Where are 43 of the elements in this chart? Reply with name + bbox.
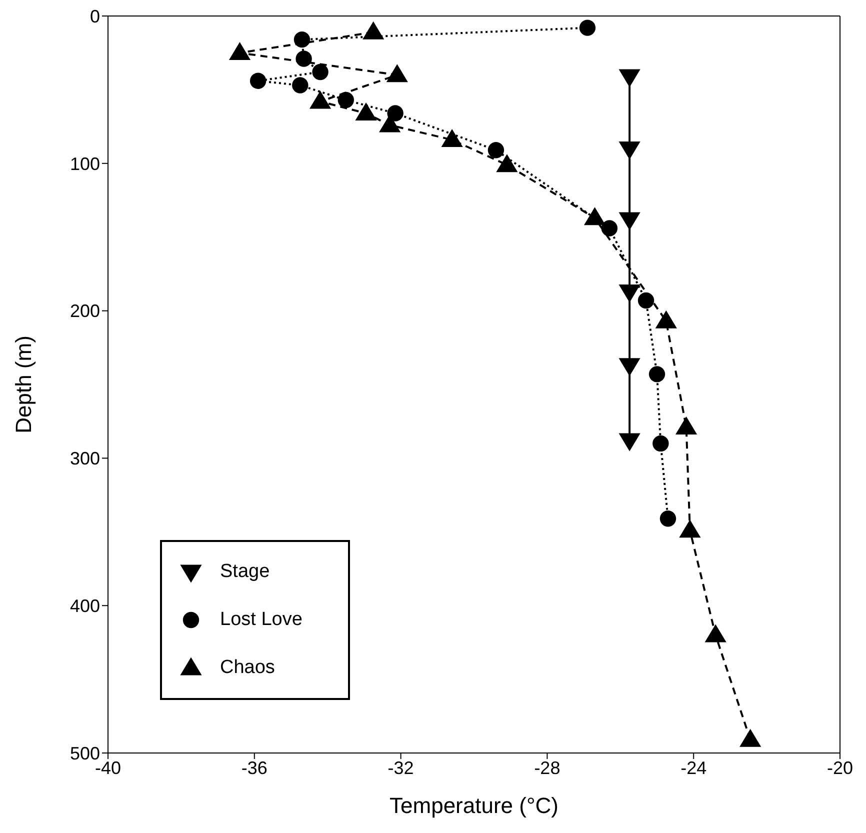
point [655, 310, 677, 328]
point [704, 624, 726, 642]
x-tick-label: -32 [388, 758, 414, 778]
y-axis-title: Depth (m) [10, 336, 36, 434]
point [309, 90, 332, 109]
point [660, 510, 676, 527]
x-tick-label: -24 [680, 758, 707, 778]
legend-label: Lost Love [220, 609, 302, 631]
y-tick-label: 300 [70, 448, 100, 469]
point [496, 154, 518, 172]
point [488, 142, 504, 158]
legend-label: Stage [220, 561, 270, 583]
point [638, 292, 654, 309]
point [292, 77, 308, 94]
y-tick-label: 0 [90, 6, 100, 26]
point [675, 416, 698, 434]
y-tick-label: 500 [70, 743, 100, 764]
x-tick-label: -28 [534, 758, 560, 778]
point [312, 64, 328, 80]
point [296, 50, 312, 67]
point [679, 520, 701, 538]
point [250, 72, 266, 89]
point [579, 20, 596, 36]
point [441, 129, 463, 148]
legend-label: Chaos [220, 657, 275, 679]
point [386, 64, 408, 82]
x-tick-label: -20 [826, 758, 854, 778]
point [584, 207, 606, 226]
point [294, 31, 310, 48]
point [338, 92, 354, 108]
point [362, 21, 384, 40]
x-axis-title: Temperature (°C) [390, 793, 558, 818]
x-tick-label: -36 [241, 758, 268, 778]
point [601, 220, 618, 236]
point [740, 728, 762, 747]
y-tick-label: 100 [70, 154, 100, 174]
point [648, 366, 666, 382]
point [652, 435, 669, 452]
y-tick-label: 200 [70, 301, 100, 322]
point [355, 102, 377, 120]
point [228, 42, 251, 60]
y-tick-label: 400 [70, 596, 100, 616]
point [387, 105, 404, 122]
